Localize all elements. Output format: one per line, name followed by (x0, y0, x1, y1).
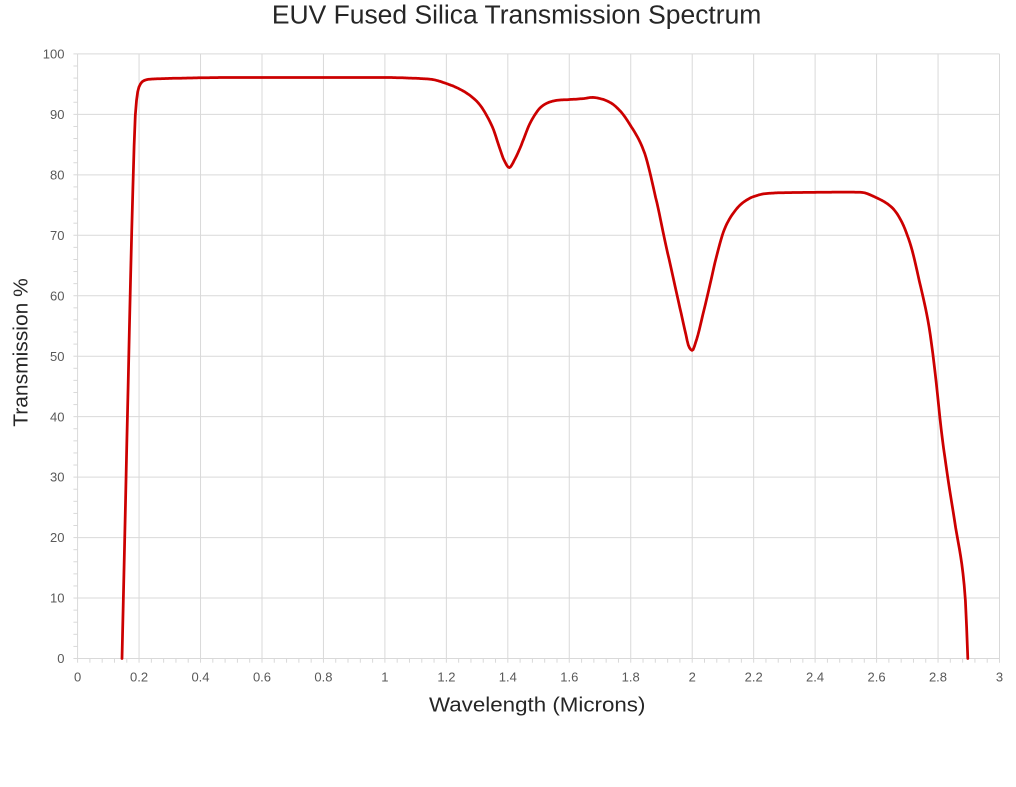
svg-text:Wavelength (Microns): Wavelength (Microns) (429, 693, 645, 716)
svg-text:70: 70 (50, 228, 64, 243)
svg-text:1.4: 1.4 (499, 670, 517, 685)
svg-text:90: 90 (50, 107, 64, 122)
svg-text:3: 3 (996, 670, 1003, 685)
svg-text:0: 0 (57, 651, 64, 666)
svg-text:60: 60 (50, 288, 64, 303)
svg-text:1.8: 1.8 (622, 670, 640, 685)
svg-text:50: 50 (50, 349, 64, 364)
svg-text:0.4: 0.4 (191, 670, 209, 685)
svg-text:2.4: 2.4 (806, 670, 824, 685)
svg-text:80: 80 (50, 167, 64, 182)
svg-text:1: 1 (381, 670, 388, 685)
svg-text:1.6: 1.6 (560, 670, 578, 685)
svg-text:Transmission %: Transmission % (10, 278, 33, 427)
svg-text:2: 2 (689, 670, 696, 685)
svg-text:30: 30 (50, 470, 64, 485)
svg-text:2.8: 2.8 (929, 670, 947, 685)
svg-text:10: 10 (50, 591, 64, 606)
svg-text:0.6: 0.6 (253, 670, 271, 685)
svg-text:0.8: 0.8 (314, 670, 332, 685)
svg-text:0: 0 (74, 670, 81, 685)
svg-text:0.2: 0.2 (130, 670, 148, 685)
svg-text:2.2: 2.2 (745, 670, 763, 685)
svg-text:1.2: 1.2 (437, 670, 455, 685)
svg-text:EUV Fused Silica Transmission: EUV Fused Silica Transmission Spectrum (272, 0, 761, 29)
svg-text:100: 100 (43, 47, 65, 62)
svg-text:20: 20 (50, 530, 64, 545)
svg-text:2.6: 2.6 (868, 670, 886, 685)
svg-text:40: 40 (50, 409, 64, 424)
